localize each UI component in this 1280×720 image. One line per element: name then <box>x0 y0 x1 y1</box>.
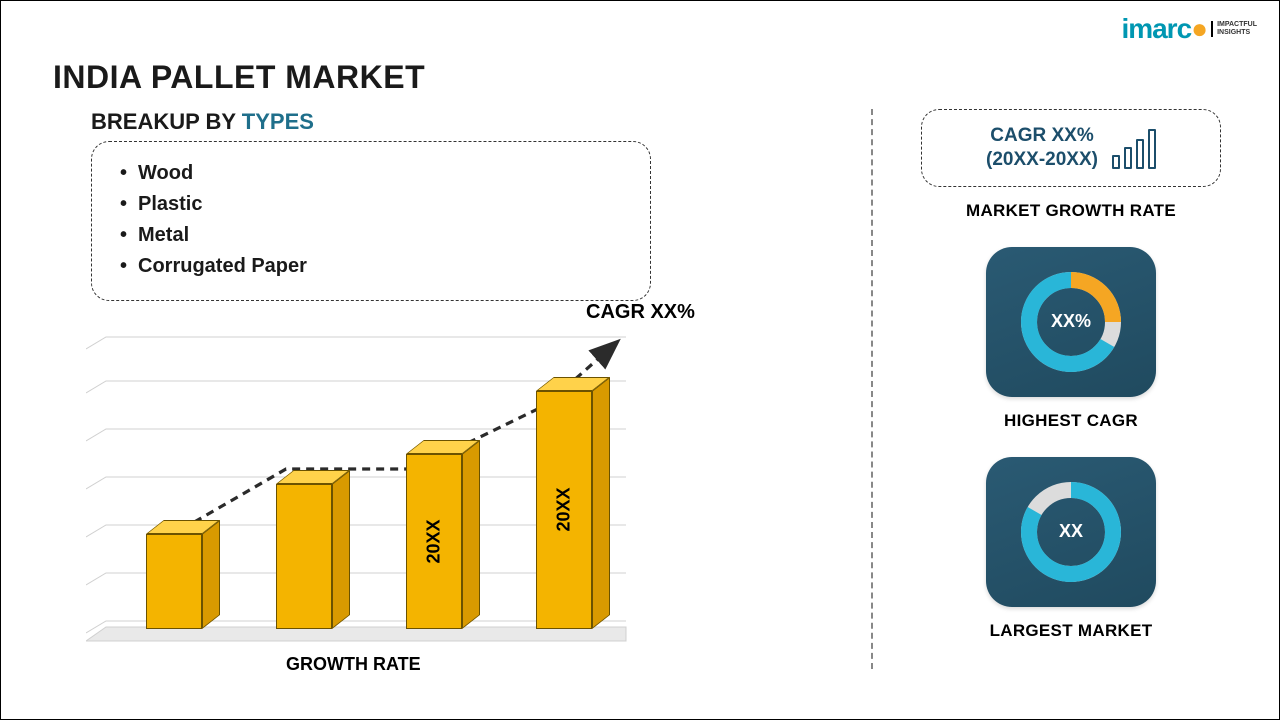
types-list: Wood Plastic Metal Corrugated Paper <box>120 158 622 282</box>
highest-cagr-label: HIGHEST CAGR <box>1004 411 1138 431</box>
chart-cagr-label: CAGR XX% <box>586 301 695 324</box>
highest-cagr-tile: XX% <box>986 247 1156 397</box>
logo-text: imarc● <box>1121 13 1207 45</box>
cagr-summary-text: CAGR XX% (20XX-20XX) <box>986 124 1098 172</box>
brand-logo: imarc● IMPACTFULINSIGHTS <box>1121 13 1257 45</box>
largest-market-label: LARGEST MARKET <box>990 621 1153 641</box>
mini-bars-icon <box>1112 127 1156 169</box>
list-item: Metal <box>138 220 622 251</box>
bar-label: 20XX <box>424 519 445 563</box>
largest-market-tile: XX <box>986 457 1156 607</box>
list-item: Plastic <box>138 189 622 220</box>
vertical-divider <box>871 109 873 669</box>
types-list-box: Wood Plastic Metal Corrugated Paper <box>91 141 651 301</box>
growth-bar-chart: 20XX20XX CAGR XX% GROWTH RATE <box>86 321 646 661</box>
largest-market-value: XX <box>1059 521 1083 542</box>
breakup-heading: BREAKUP BY TYPES <box>91 109 314 135</box>
cagr-summary-box: CAGR XX% (20XX-20XX) <box>921 109 1221 187</box>
page-title: INDIA PALLET MARKET <box>53 59 425 96</box>
chart-x-label: GROWTH RATE <box>286 654 421 675</box>
right-panel: CAGR XX% (20XX-20XX) MARKET GROWTH RATE … <box>901 109 1241 659</box>
list-item: Wood <box>138 158 622 189</box>
market-growth-label: MARKET GROWTH RATE <box>966 201 1176 221</box>
list-item: Corrugated Paper <box>138 251 622 282</box>
highest-cagr-value: XX% <box>1051 311 1091 332</box>
bar-label: 20XX <box>554 487 575 531</box>
logo-tagline: IMPACTFULINSIGHTS <box>1211 21 1257 36</box>
